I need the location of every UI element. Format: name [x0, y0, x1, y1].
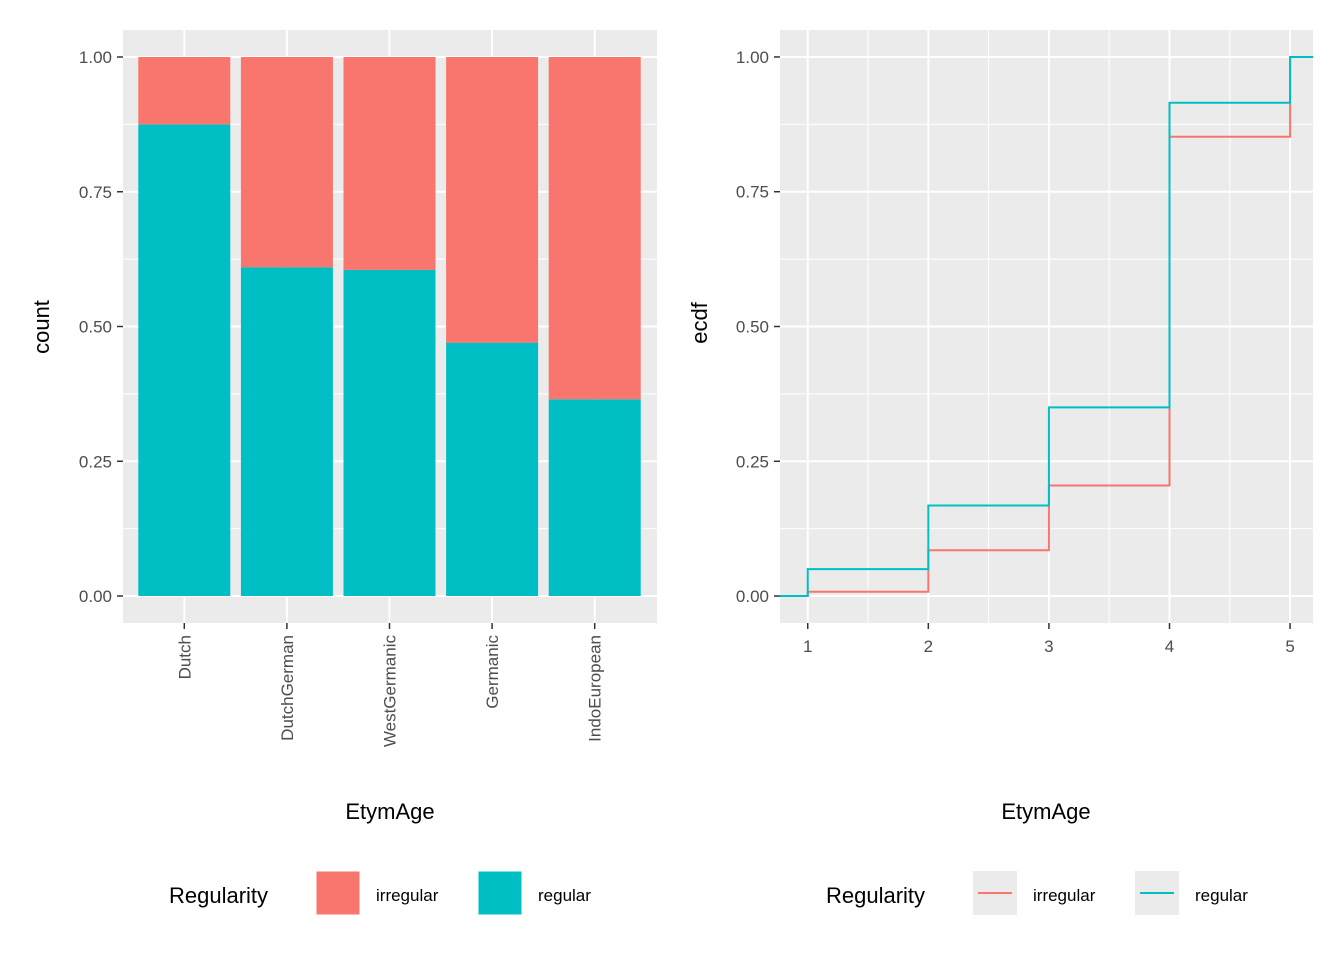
bar-regular-DutchGerman	[240, 267, 333, 596]
right-y-tick-label: 0.00	[736, 587, 769, 606]
left-x-tick-label: DutchGerman	[278, 635, 297, 741]
left-legend-key-irregular	[315, 870, 361, 916]
left-x-axis-title: EtymAge	[345, 799, 434, 824]
bar-regular-IndoEuropean	[548, 399, 641, 596]
right-y-tick-label: 0.50	[736, 318, 769, 337]
left-y-tick-label: 0.75	[79, 183, 112, 202]
right-x-tick-label: 3	[1044, 637, 1053, 656]
right-y-tick-label: 0.75	[736, 183, 769, 202]
left-y-tick-label: 1.00	[79, 48, 112, 67]
left-x-tick-label: Germanic	[483, 635, 502, 709]
left-bars	[138, 57, 641, 596]
right-legend: Regularity irregular regular	[826, 871, 1248, 915]
left-legend-label-regular: regular	[538, 886, 591, 905]
bar-irregular-WestGermanic	[343, 57, 436, 270]
right-x-tick-label: 1	[803, 637, 812, 656]
right-legend-label-irregular: irregular	[1033, 886, 1096, 905]
left-x-tick-label: Dutch	[175, 635, 194, 679]
bar-irregular-Dutch	[138, 57, 231, 125]
right-legend-title: Regularity	[826, 883, 925, 908]
left-x-tick-label: WestGermanic	[381, 635, 400, 748]
bar-chart: 0.00 0.25 0.50 0.75 1.00 Dutch DutchGerman Wes…	[29, 30, 657, 824]
right-x-tick-label: 5	[1285, 637, 1294, 656]
left-y-tick-label: 0.00	[79, 587, 112, 606]
bar-irregular-DutchGerman	[240, 57, 333, 268]
right-x-axis-title: EtymAge	[1001, 799, 1090, 824]
right-x-axis: 1 2 3 4 5	[803, 623, 1295, 656]
left-legend: Regularity irregular regular	[169, 870, 591, 916]
left-legend-key-regular	[477, 870, 523, 916]
bar-irregular-Germanic	[446, 57, 539, 343]
bar-regular-Dutch	[138, 124, 231, 596]
right-y-axis: 0.00 0.25 0.50 0.75 1.00	[736, 48, 780, 606]
ecdf-line-regular	[780, 55, 1313, 598]
right-legend-label-regular: regular	[1195, 886, 1248, 905]
right-step-lines	[780, 55, 1313, 598]
left-x-tick-label: IndoEuropean	[586, 635, 605, 742]
right-y-axis-title: ecdf	[687, 301, 712, 343]
right-y-tick-label: 1.00	[736, 48, 769, 67]
left-legend-title: Regularity	[169, 883, 268, 908]
left-x-axis: Dutch DutchGerman WestGermanic Germanic Indo…	[175, 623, 605, 748]
bar-regular-Germanic	[446, 342, 539, 596]
left-legend-label-irregular: irregular	[376, 886, 439, 905]
right-y-tick-label: 0.25	[736, 452, 769, 471]
left-y-axis: 0.00 0.25 0.50 0.75 1.00	[79, 48, 123, 606]
right-x-tick-label: 4	[1165, 637, 1174, 656]
bar-irregular-IndoEuropean	[548, 57, 641, 400]
left-y-tick-label: 0.25	[79, 452, 112, 471]
left-y-axis-title: count	[29, 300, 54, 354]
bar-regular-WestGermanic	[343, 269, 436, 596]
right-x-tick-label: 2	[924, 637, 933, 656]
left-y-tick-label: 0.50	[79, 318, 112, 337]
ecdf-chart: 0.00 0.25 0.50 0.75 1.00 1 2 3 4 5 EtymAge ecdf	[687, 30, 1313, 824]
